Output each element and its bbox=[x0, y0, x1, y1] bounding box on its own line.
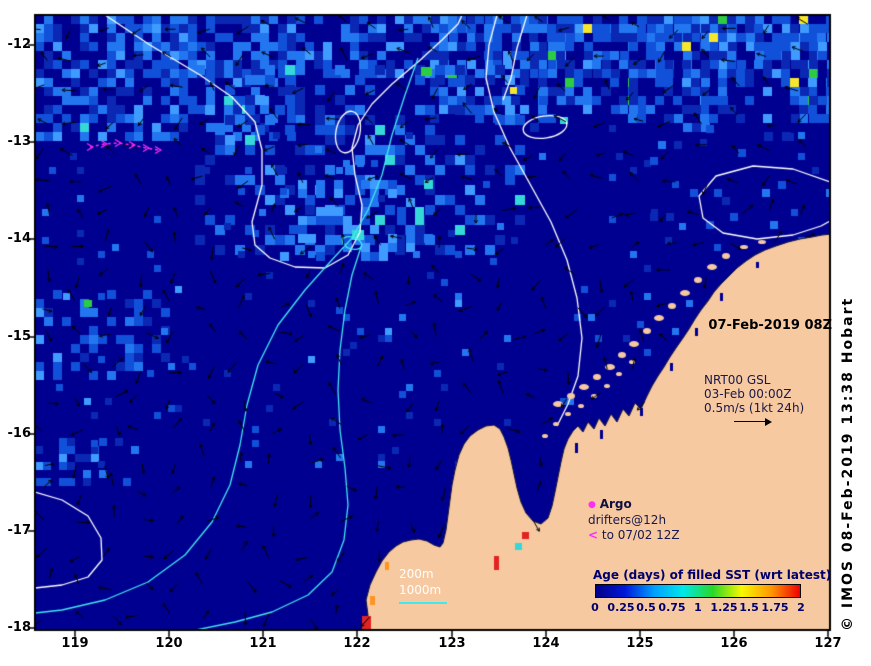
colorbar-tick-125: 1.25 bbox=[710, 601, 738, 614]
colorbar-tick-025: 0.25 bbox=[607, 601, 635, 614]
y-tick--13: -13 bbox=[7, 134, 32, 149]
copyright-vertical-label: © IMOS 08-Feb-2019 13:38 Hobart bbox=[840, 296, 856, 631]
colorbar-tick-175: 1.75 bbox=[761, 601, 789, 614]
colorbar-tick-0: 0 bbox=[591, 601, 599, 614]
x-tick-126: 126 bbox=[720, 636, 748, 651]
depth-200-label: 200m bbox=[399, 567, 434, 581]
y-tick--16: -16 bbox=[7, 426, 32, 441]
reference-vector-arrow-icon bbox=[734, 421, 766, 422]
y-tick--18: -18 bbox=[7, 620, 32, 635]
nrt-line2: 03-Feb 00:00Z bbox=[704, 387, 792, 401]
colorbar-title: Age (days) of filled SST (wrt latest) bbox=[593, 568, 832, 582]
argo-row: ● Argo bbox=[588, 497, 680, 513]
drifters-line1: drifters@12h bbox=[588, 513, 667, 527]
bathymetry-legend: 200m 1000m bbox=[399, 566, 447, 604]
bathymetry-line-sample bbox=[399, 602, 447, 604]
map-datetime-label: 07-Feb-2019 08Z bbox=[708, 318, 832, 333]
y-tick--15: -15 bbox=[7, 329, 32, 344]
colorbar-tick-1: 1 bbox=[694, 601, 702, 614]
x-tick-125: 125 bbox=[626, 636, 654, 651]
y-tick--14: -14 bbox=[7, 231, 32, 246]
drifters-row2: < to 07/02 12Z bbox=[588, 528, 680, 543]
argo-label: Argo bbox=[599, 497, 632, 511]
colorbar-tick-15: 1.5 bbox=[739, 601, 759, 614]
reference-vector-arrowhead-icon bbox=[765, 418, 772, 426]
drifter-marker-icon: < bbox=[588, 528, 599, 542]
depth-1000-label: 1000m bbox=[399, 583, 442, 597]
colorbar-gradient bbox=[595, 584, 801, 598]
nrt-vector-legend: NRT00 GSL 03-Feb 00:00Z 0.5m/s (1kt 24h) bbox=[704, 373, 804, 415]
y-tick--12: -12 bbox=[7, 37, 32, 52]
argo-drifter-legend: ● Argo drifters@12h < to 07/02 12Z bbox=[588, 497, 680, 543]
x-tick-119: 119 bbox=[61, 636, 89, 651]
x-tick-122: 122 bbox=[343, 636, 371, 651]
argo-marker-icon: ● bbox=[588, 500, 596, 510]
drifters-line2: to 07/02 12Z bbox=[601, 528, 680, 542]
x-tick-121: 121 bbox=[249, 636, 277, 651]
x-tick-123: 123 bbox=[438, 636, 466, 651]
x-tick-120: 120 bbox=[155, 636, 183, 651]
x-tick-127: 127 bbox=[814, 636, 842, 651]
colorbar-tick-05: 0.5 bbox=[636, 601, 656, 614]
nrt-line3: 0.5m/s (1kt 24h) bbox=[704, 401, 805, 415]
y-tick--17: -17 bbox=[7, 523, 32, 538]
colorbar-tick-2: 2 bbox=[797, 601, 805, 614]
nrt-line1: NRT00 GSL bbox=[704, 373, 771, 387]
colorbar-tick-075: 0.75 bbox=[658, 601, 686, 614]
x-tick-124: 124 bbox=[532, 636, 560, 651]
